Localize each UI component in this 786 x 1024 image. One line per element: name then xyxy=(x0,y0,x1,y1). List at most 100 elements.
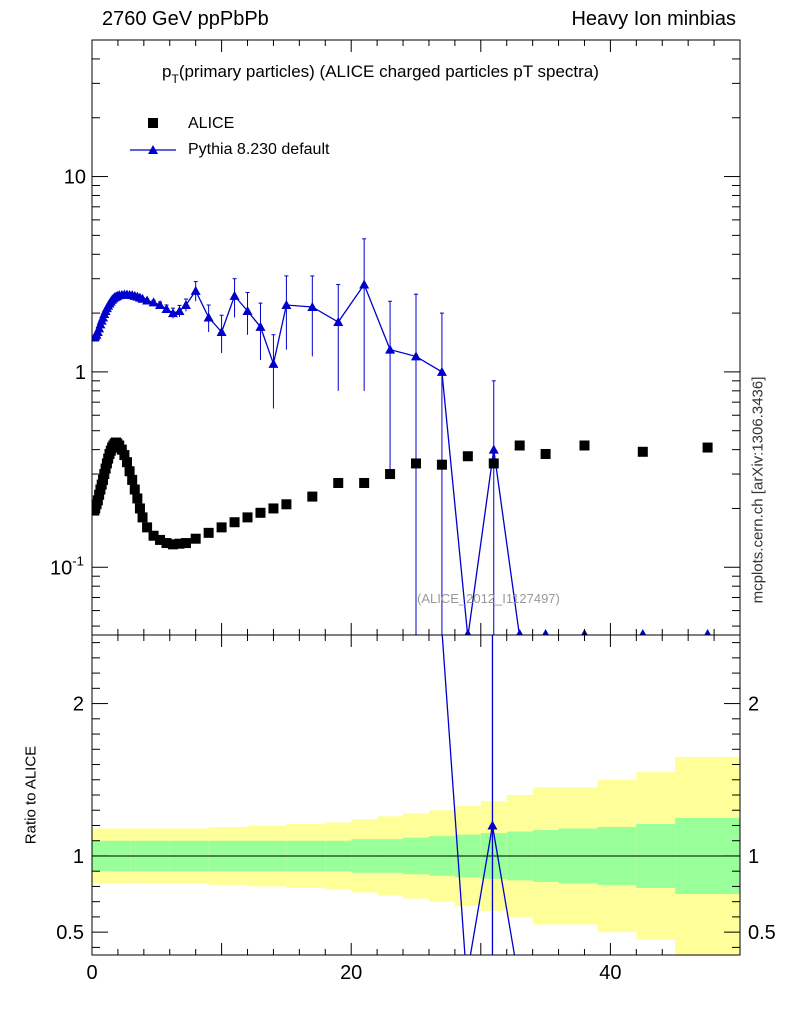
reference-label: (ALICE_2012_I1127497) xyxy=(417,591,560,606)
title-sub: T xyxy=(171,72,179,86)
data-point xyxy=(148,530,159,541)
data-point xyxy=(180,538,191,549)
data-point xyxy=(134,503,145,514)
side-label: mcplots.cern.ch [arXiv:1306.3436] xyxy=(749,376,767,604)
data-point xyxy=(229,517,240,528)
data-point xyxy=(462,451,473,462)
legend-data-label: ALICE xyxy=(188,115,235,132)
ratio-panel: 0 20 40 0.5 0.5 1 1 2 2 xyxy=(56,634,776,984)
data-point xyxy=(161,538,172,549)
data-point xyxy=(255,507,266,518)
data-point xyxy=(155,534,166,545)
header-left: 2760 GeV ppPbPb xyxy=(102,8,269,30)
data-point xyxy=(702,442,713,453)
mc-point xyxy=(359,279,370,289)
plot-title: pT(primary particles) (ALICE charged par… xyxy=(162,62,599,86)
mc-point xyxy=(464,629,472,635)
legend-mc-marker xyxy=(148,145,158,154)
mc-point xyxy=(190,285,201,295)
mc-series xyxy=(92,238,711,635)
y-tick-label: 10 xyxy=(64,167,86,189)
data-point xyxy=(98,474,109,485)
mc-point xyxy=(542,629,549,635)
mc-point xyxy=(333,317,344,327)
data-point xyxy=(203,527,214,538)
mc-point xyxy=(639,629,647,635)
ratio-y-tick-label-right: 1 xyxy=(748,846,759,868)
data-point xyxy=(100,463,111,474)
mc-point xyxy=(148,297,159,307)
y-tick-label: 1 xyxy=(75,362,86,384)
mc-point xyxy=(385,344,396,354)
mc-point xyxy=(704,629,711,635)
mc-point xyxy=(155,300,166,310)
mc-point xyxy=(411,351,421,361)
data-point xyxy=(168,539,178,550)
mc-point xyxy=(488,444,499,454)
data-point xyxy=(385,469,396,480)
data-point xyxy=(216,522,227,533)
data-point xyxy=(281,499,292,510)
ratio-y-tick-label: 2 xyxy=(73,694,84,716)
data-series xyxy=(92,437,713,550)
ratio-y-tick-label-right: 0.5 xyxy=(748,922,776,944)
x-tick-label: 0 xyxy=(86,962,97,984)
x-tick-label: 40 xyxy=(599,962,621,984)
data-point xyxy=(92,495,103,506)
legend-data-marker xyxy=(148,118,158,128)
title-main: p xyxy=(162,62,172,81)
mc-point xyxy=(281,300,292,310)
y-tick-label: 10-1 xyxy=(50,553,84,579)
data-point xyxy=(190,533,201,544)
data-point xyxy=(174,538,185,549)
data-point xyxy=(579,440,590,451)
data-point xyxy=(116,444,127,455)
mc-point xyxy=(174,305,185,315)
mc-point xyxy=(516,629,524,635)
mc-point xyxy=(307,301,318,311)
legend-marks xyxy=(130,118,176,154)
data-point xyxy=(488,458,499,469)
header-right: Heavy Ion minbias xyxy=(571,8,736,30)
data-point xyxy=(94,489,105,500)
ratio-y-tick-label-right: 2 xyxy=(748,694,759,716)
data-point xyxy=(132,493,143,504)
mc-point xyxy=(255,321,266,331)
mc-point xyxy=(203,312,214,322)
ratio-point xyxy=(487,820,498,830)
data-point xyxy=(436,459,447,470)
data-point xyxy=(99,469,110,480)
data-point xyxy=(333,477,344,488)
ratio-y-tick-label: 1 xyxy=(73,846,84,868)
data-point xyxy=(137,512,148,523)
ratio-line xyxy=(441,635,516,955)
mc-point xyxy=(268,358,279,368)
data-point xyxy=(359,477,370,488)
mc-point xyxy=(216,327,227,337)
data-point xyxy=(637,446,648,457)
title-rest: (primary particles) (ALICE charged parti… xyxy=(178,62,599,81)
ratio-series xyxy=(441,635,516,955)
x-tick-label: 20 xyxy=(340,962,362,984)
data-point xyxy=(268,503,279,514)
legend-mc-label: Pythia 8.230 default xyxy=(188,141,330,158)
mc-point xyxy=(242,305,253,315)
mc-point xyxy=(180,300,191,310)
data-point xyxy=(540,448,551,459)
data-point xyxy=(127,474,138,485)
data-point xyxy=(142,522,153,533)
main-panel: 10-1 1 10 xyxy=(50,39,741,955)
data-point xyxy=(307,491,318,502)
mc-point xyxy=(161,303,172,313)
mc-point xyxy=(142,295,153,305)
ratio-ylabel: Ratio to ALICE xyxy=(22,745,40,845)
data-point xyxy=(124,466,135,477)
data-point xyxy=(129,484,140,495)
data-point xyxy=(242,512,253,523)
data-point xyxy=(514,440,525,451)
data-point xyxy=(411,458,421,469)
ratio-y-tick-label: 0.5 xyxy=(56,922,84,944)
mc-line xyxy=(93,283,521,635)
data-point xyxy=(121,457,132,468)
